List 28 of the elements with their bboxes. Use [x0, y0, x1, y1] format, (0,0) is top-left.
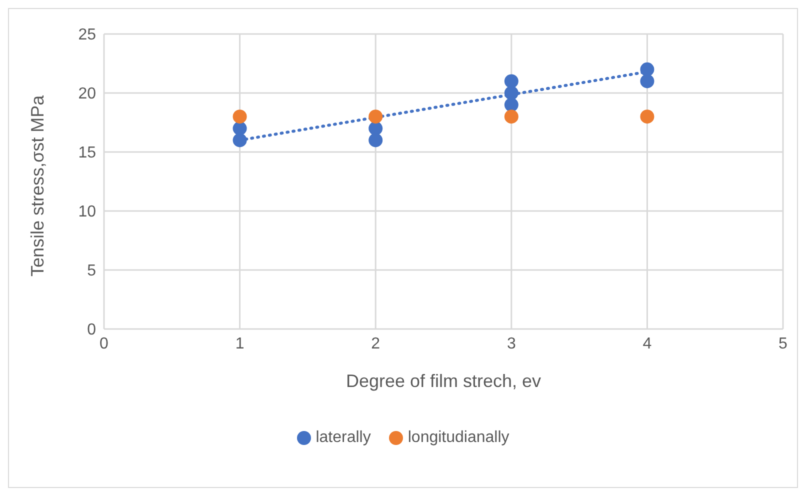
x-tick-label: 1: [235, 335, 244, 352]
point: [232, 110, 247, 124]
point: [232, 133, 247, 148]
y-tick-label: 20: [78, 86, 96, 103]
legend-label: longitudianally: [406, 429, 510, 447]
point: [640, 62, 654, 76]
y-tick-label: 0: [87, 322, 96, 339]
point: [504, 110, 518, 124]
y-tick-label: 25: [78, 26, 96, 44]
point: [368, 121, 383, 136]
x-tick-label: 2: [371, 335, 380, 352]
x-tick-label: 0: [100, 335, 109, 352]
point: [640, 110, 654, 124]
y-tick-label: 15: [78, 144, 96, 162]
y-tick-label: 5: [87, 262, 96, 280]
point: [504, 74, 518, 88]
point: [368, 133, 383, 148]
y-tick-label: 10: [78, 204, 96, 221]
x-tick-label: 5: [778, 335, 788, 352]
point: [640, 74, 654, 88]
legend-label: laterally: [314, 429, 371, 447]
x-tick-label: 3: [506, 335, 516, 352]
point: [368, 110, 383, 124]
x-axis-title: Degree of film strech, ev: [346, 371, 542, 391]
point: [504, 86, 518, 100]
y-axis-title: Tensile stress,σst MPa: [27, 94, 48, 276]
point: [232, 121, 247, 136]
x-tick-label: 4: [642, 335, 652, 352]
